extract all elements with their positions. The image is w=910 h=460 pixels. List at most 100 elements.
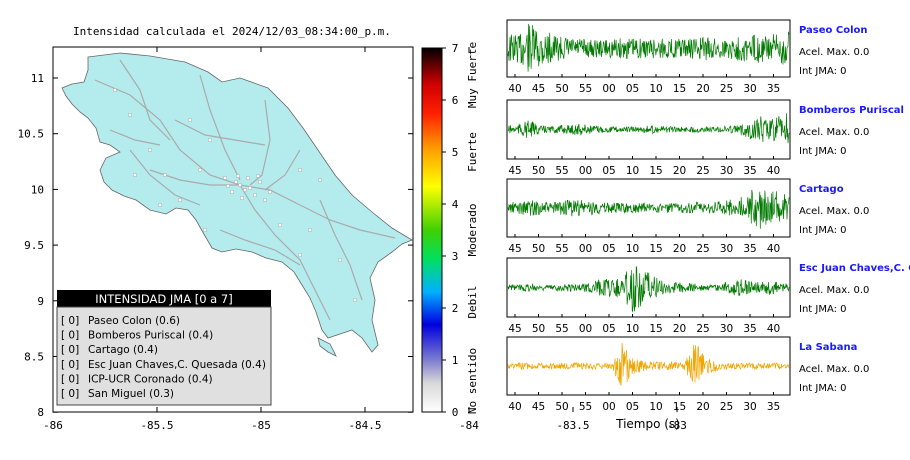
waveform-trace — [507, 23, 790, 72]
station-dot — [188, 118, 192, 122]
colorbar-tick-label: 7 — [452, 42, 459, 55]
map-ytick-label: 8.5 — [24, 351, 44, 364]
map-title: Intensidad calculada el 2024/12/03_08:34… — [73, 25, 391, 38]
road — [219, 229, 301, 266]
station-markers — [113, 88, 357, 302]
time-tick-label: 25 — [696, 165, 709, 177]
accel-max: Acel. Max. 0.0 — [799, 285, 869, 296]
legend-header: INTENSIDAD JMA [0 a 7] — [95, 292, 232, 306]
time-tick-label: 00 — [579, 165, 592, 177]
time-tick-label: 05 — [626, 83, 639, 95]
intensity-colorbar: 0 1 2 3 4 5 6 7 No sentido Debil Moderado Fuerte Mu… — [421, 42, 479, 419]
station-dot — [158, 203, 162, 207]
road — [319, 199, 363, 301]
station-dot — [298, 168, 302, 172]
time-tick-label: 05 — [602, 243, 615, 255]
road — [119, 59, 171, 141]
road — [264, 149, 301, 191]
time-tick-label: 50 — [532, 243, 545, 255]
map-axes: -86 -85.5 -85 -84.5 -84 -83.5 -831110.5109.598… — [18, 47, 687, 432]
road — [129, 149, 201, 206]
int-jma: Int JMA: 0 — [799, 146, 847, 157]
time-tick-label: 00 — [602, 83, 615, 95]
time-tick-label: 20 — [696, 401, 709, 413]
station-dot — [298, 253, 302, 257]
time-tick-label: 50 — [555, 83, 568, 95]
road — [174, 119, 266, 146]
legend-items: [ 0] Paseo Colon (0.6) [ 0] Bomberos Purisc… — [61, 315, 266, 400]
waveform-panel: 45 50 55 00 05 10 15 20 25 30 35 40 Esc Juan Chaves,… — [506, 257, 910, 335]
colorbar-categories: No sentido Debil Moderado Fuerte Muy Fuerte — [466, 42, 479, 414]
time-tick-label: 50 — [532, 323, 545, 335]
time-tick-label: 45 — [508, 243, 521, 255]
station-dot — [133, 173, 137, 177]
time-tick-label: 50 — [532, 165, 545, 177]
waveform-trace — [507, 342, 790, 386]
station-dot — [243, 188, 247, 192]
legend-item-level: [ 0] — [61, 388, 79, 400]
road-network — [94, 59, 396, 321]
station-dot — [163, 173, 167, 177]
waveform-panel: 45 50 55 00 05 10 15 20 25 30 35 40 Cartago Acel. Max… — [506, 178, 869, 255]
station-dot — [263, 198, 267, 202]
time-tick-label: 05 — [602, 323, 615, 335]
time-tick-label: 10 — [626, 165, 639, 177]
legend-item-label: Cartago (0.4) — [88, 344, 158, 356]
time-tick-label: 40 — [767, 165, 780, 177]
colorbar-category: Moderado — [466, 204, 479, 257]
station-dot — [113, 88, 117, 92]
legend-item-level: [ 0] — [61, 373, 79, 385]
waveform-trace — [507, 189, 790, 229]
int-jma: Int JMA: 0 — [799, 304, 847, 315]
legend-item-label: Esc Juan Chaves,C. Quesada (0.4) — [88, 359, 266, 371]
map-xtick-label: -85 — [251, 419, 271, 432]
station-dot — [203, 228, 207, 232]
station-dot — [248, 186, 252, 190]
osa-tip — [317, 337, 337, 357]
waveform-trace — [507, 266, 790, 313]
time-tick-label: 10 — [649, 83, 662, 95]
time-tick-label: 15 — [673, 83, 686, 95]
station-dot — [208, 138, 212, 142]
time-tick-label: 10 — [649, 401, 662, 413]
colorbar-category: Muy Fuerte — [466, 42, 479, 108]
accel-max: Acel. Max. 0.0 — [799, 127, 869, 138]
time-tick-label: 40 — [767, 323, 780, 335]
station-dot — [128, 113, 132, 117]
colorbar-category: Debil — [466, 285, 479, 318]
station-dot — [258, 180, 262, 184]
station-dot — [318, 178, 322, 182]
station-dot — [268, 190, 272, 194]
map-ytick-label: 11 — [31, 72, 44, 85]
station-dot — [226, 184, 230, 188]
map-ytick-label: 10.5 — [18, 128, 45, 141]
legend-item-label: San Miguel (0.3) — [88, 388, 174, 400]
station-dot — [308, 228, 312, 232]
station-dot — [338, 258, 342, 262]
legend-item-label: ICP-UCR Coronado (0.4) — [88, 373, 213, 385]
colorbar-tick-label: 4 — [452, 198, 459, 211]
map-xtick-label: -85.5 — [140, 419, 173, 432]
time-tick-label: 35 — [743, 165, 756, 177]
station-name: Esc Juan Chaves,C. Qu — [799, 263, 910, 274]
waveform-panel: 40 45 50 55 00 05 10 15 20 25 30 35 La Sabana Acel. M… — [506, 336, 869, 413]
colorbar-gradient — [421, 47, 443, 413]
time-tick-label: 25 — [696, 323, 709, 335]
legend-item-level: [ 0] — [61, 359, 79, 371]
time-tick-label: 45 — [532, 401, 545, 413]
station-dot — [256, 174, 260, 178]
time-tick-label: 30 — [720, 165, 733, 177]
station-dot — [230, 190, 234, 194]
time-tick-label: 15 — [649, 165, 662, 177]
road — [239, 184, 396, 239]
station-dot — [178, 198, 182, 202]
map-xtick-label: -84.5 — [348, 419, 381, 432]
time-tick-label: 25 — [696, 243, 709, 255]
waveform-trace — [507, 113, 790, 144]
legend-item-level: [ 0] — [61, 344, 79, 356]
time-tick-label: 35 — [767, 83, 780, 95]
waveform-panel: 40 45 50 55 00 05 10 15 20 25 30 35 Paseo Colon Acel.… — [506, 19, 869, 95]
legend-item-label: Bomberos Puriscal (0.4) — [88, 330, 213, 342]
accel-max: Acel. Max. 0.0 — [799, 364, 869, 375]
